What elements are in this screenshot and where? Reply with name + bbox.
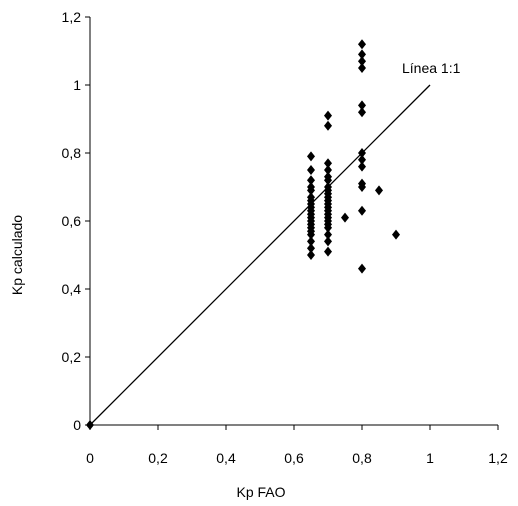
data-point	[358, 205, 366, 216]
x-tick-label: 0,2	[148, 450, 168, 466]
data-point	[358, 100, 366, 111]
data-point	[358, 154, 366, 165]
data-point	[324, 222, 332, 233]
reference-line-1-1	[89, 84, 431, 426]
data-point	[307, 165, 315, 175]
data-point	[307, 151, 315, 162]
data-point	[324, 110, 332, 121]
y-axis-title: Kp calculado	[9, 215, 25, 295]
x-tick-label: 0,8	[352, 450, 372, 466]
data-point	[358, 56, 366, 67]
y-tick-label: 0,8	[62, 145, 82, 161]
data-point	[375, 185, 383, 196]
reference-line-label: Línea 1:1	[402, 60, 461, 76]
data-point	[307, 236, 315, 247]
data-point	[358, 63, 366, 73]
x-tick-label: 0	[86, 450, 94, 466]
data-point	[307, 185, 315, 196]
data-point	[324, 158, 332, 169]
data-point	[358, 39, 366, 50]
data-point	[324, 229, 332, 240]
y-tick-label: 0,2	[62, 349, 82, 365]
y-tick-label: 0	[73, 417, 81, 433]
data-point	[324, 165, 332, 175]
data-point	[324, 120, 332, 131]
data-point	[307, 229, 315, 240]
data-point	[358, 161, 366, 172]
data-point	[358, 107, 366, 118]
data-points	[86, 39, 400, 430]
x-tick-label: 0,6	[284, 450, 304, 466]
data-point	[324, 175, 332, 186]
x-tick-label: 0,4	[216, 450, 236, 466]
y-tick-label: 1	[73, 77, 81, 93]
y-tick-label: 0,6	[62, 213, 82, 229]
data-point	[307, 243, 315, 254]
data-point	[324, 236, 332, 247]
data-point	[307, 250, 315, 260]
x-tick-label: 1	[426, 450, 434, 466]
y-tick-label: 0,4	[62, 281, 82, 297]
data-point	[358, 148, 366, 158]
data-point	[392, 229, 400, 240]
data-point	[358, 263, 366, 274]
y-tick-label: 1,2	[62, 9, 82, 25]
x-axis-title: Kp FAO	[236, 484, 285, 500]
data-point	[358, 182, 366, 192]
data-point	[358, 49, 366, 60]
x-tick-label: 1,2	[488, 450, 508, 466]
data-point	[341, 212, 349, 223]
axes: 0 0,2 0,4 0,6 0,8 1 1,2 0 0,2 0,4 0,6 0,8 1 1,2	[62, 9, 508, 466]
data-point	[86, 420, 94, 430]
data-point	[307, 175, 315, 186]
reference-line-group: Línea 1:1	[89, 60, 461, 426]
data-point	[324, 246, 332, 257]
